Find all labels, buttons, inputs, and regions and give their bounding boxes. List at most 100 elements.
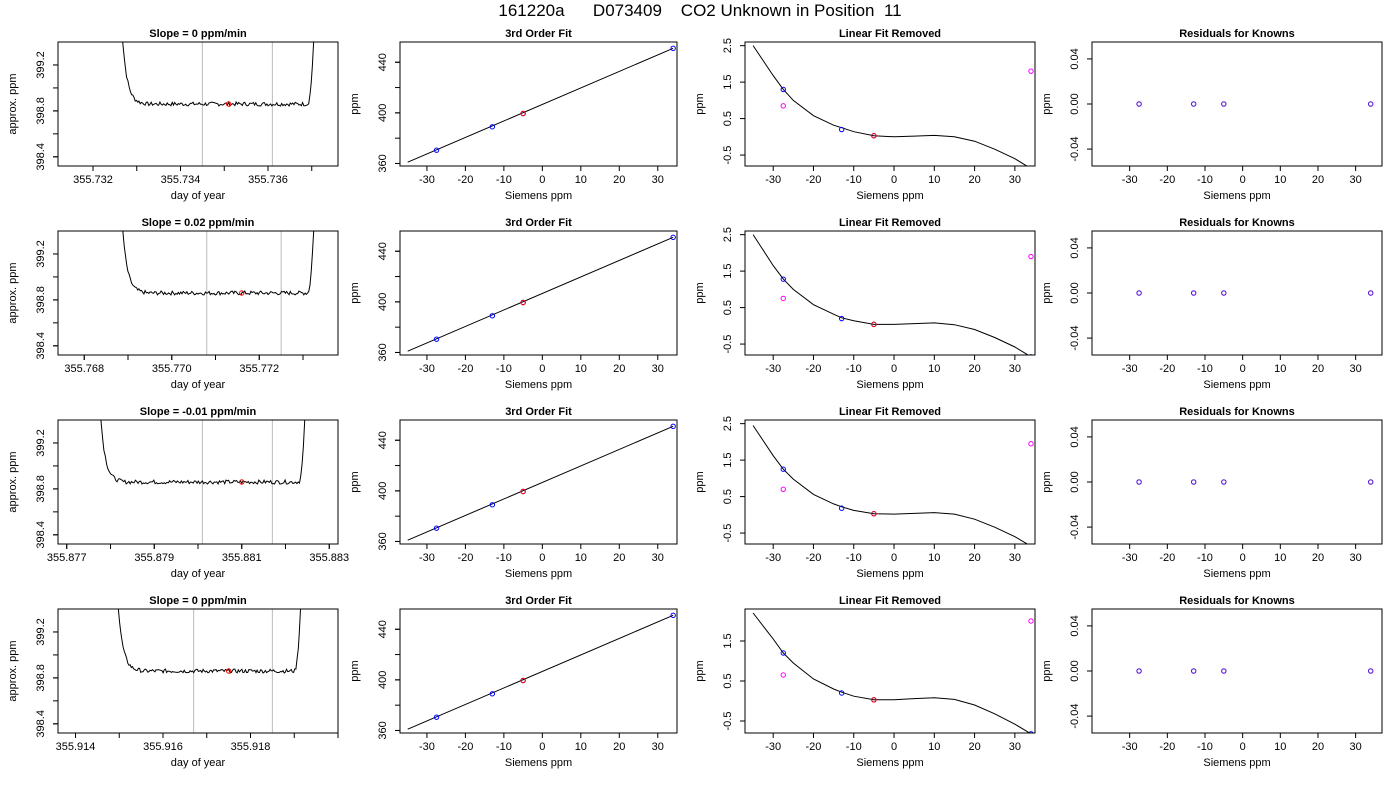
known-point <box>489 691 496 697</box>
known-point <box>838 315 845 322</box>
mean-point <box>225 101 232 107</box>
x-tick-label: 30 <box>1350 552 1362 564</box>
y-tick-label: 400 <box>377 104 389 122</box>
x-tick-label: -30 <box>1122 552 1138 564</box>
y-tick-label: -0.04 <box>1069 515 1081 540</box>
y-tick-label: 1.5 <box>722 452 734 467</box>
plot-area <box>752 612 1034 733</box>
raw-trace-line <box>100 420 306 486</box>
x-tick-label: 20 <box>613 174 625 186</box>
x-tick-label: 10 <box>928 174 940 186</box>
y-tick-label: 360 <box>377 721 389 739</box>
known-point <box>489 313 496 319</box>
x-axis-label: Siemens ppm <box>505 568 572 580</box>
x-tick-label: 0 <box>891 363 897 375</box>
plot-area <box>752 234 1034 355</box>
panel-title: Slope = 0 ppm/min <box>149 28 247 40</box>
x-tick-label: -20 <box>457 174 473 186</box>
raw-trace-line <box>122 42 315 108</box>
y-tick-label: 360 <box>377 532 389 550</box>
x-axis-label: Siemens ppm <box>856 190 923 202</box>
panel-r4-c4: Residuals for Knowns Siemens ppm ppm -30 -20… <box>1041 595 1383 769</box>
x-tick-label: 30 <box>652 552 664 564</box>
plot-area <box>1136 101 1374 107</box>
x-tick-label: 10 <box>928 552 940 564</box>
plot-frame <box>399 608 678 734</box>
mean-point <box>225 668 232 674</box>
plot-area <box>407 612 676 730</box>
magenta-point <box>1028 253 1034 260</box>
y-tick-label: 440 <box>377 242 389 260</box>
x-tick-label: -20 <box>457 741 473 753</box>
x-axis-label: Siemens ppm <box>505 190 572 202</box>
fit-line <box>407 236 674 352</box>
known-point <box>1030 165 1032 166</box>
residual-point <box>1221 668 1227 674</box>
x-tick-label: 10 <box>575 363 587 375</box>
x-tick-label: -10 <box>846 363 862 375</box>
x-tick-label: 20 <box>968 363 980 375</box>
unknown-point <box>520 488 526 495</box>
y-axis-label: ppm <box>349 282 361 303</box>
y-tick-label: 398.8 <box>35 286 47 314</box>
y-tick-label: 440 <box>377 431 389 449</box>
x-tick-label: 20 <box>968 552 980 564</box>
panel-title: Linear Fit Removed <box>839 406 941 418</box>
plot-area <box>407 234 676 352</box>
known-point <box>838 505 845 511</box>
plot-frame <box>1091 41 1383 167</box>
y-tick-label: -0.5 <box>722 335 734 354</box>
y-tick-label: 440 <box>377 53 389 71</box>
plot-area <box>407 45 676 163</box>
panel-r4-c1: Slope = 0 ppm/min day of year approx. ppm 3… <box>7 595 339 769</box>
x-tick-label: -30 <box>1122 741 1138 753</box>
residual-point <box>1136 101 1142 107</box>
panel-r4-c2: 3rd Order Fit Siemens ppm ppm -30 -20 -10 0 10 2… <box>349 595 678 769</box>
plot-frame <box>399 419 678 545</box>
x-tick-label: 355.772 <box>239 363 279 375</box>
plot-area <box>752 425 1034 544</box>
unknown-point <box>871 697 877 703</box>
y-tick-label: 398.4 <box>35 521 47 549</box>
known-point <box>670 234 676 241</box>
x-tick-label: -30 <box>765 174 781 186</box>
mean-point <box>239 479 245 485</box>
fit-line <box>407 425 674 541</box>
x-axis-label: day of year <box>171 568 226 580</box>
x-tick-label: 10 <box>1274 552 1286 564</box>
x-tick-label: 355.881 <box>222 552 262 564</box>
plot-area <box>122 231 315 355</box>
x-tick-label: 30 <box>1350 741 1362 753</box>
known-point <box>1028 731 1034 733</box>
residual-curve <box>752 234 1030 355</box>
y-tick-label: -0.5 <box>722 712 734 731</box>
known-point <box>838 126 845 133</box>
unknown-point <box>520 299 526 306</box>
plot-frame <box>744 41 1036 167</box>
known-point <box>670 612 676 619</box>
y-tick-label: 400 <box>377 293 389 311</box>
x-tick-label: 20 <box>613 552 625 564</box>
fit-line <box>407 47 674 163</box>
panel-r1-c4: Residuals for Knowns Siemens ppm ppm -30 -20… <box>1041 28 1383 202</box>
plot-area <box>100 420 306 544</box>
known-point <box>780 466 786 472</box>
residual-point <box>1367 290 1374 296</box>
residual-point <box>1367 101 1374 107</box>
x-tick-label: 355.883 <box>309 552 349 564</box>
panel-r3-c3: Linear Fit Removed Siemens ppm ppm -30 -20 -1… <box>694 406 1036 580</box>
panel-title: Residuals for Knowns <box>1179 217 1295 229</box>
x-tick-label: 30 <box>1350 174 1362 186</box>
y-tick-label: 1.5 <box>722 74 734 89</box>
known-point <box>780 276 786 282</box>
x-tick-label: 355.916 <box>143 741 183 753</box>
y-tick-label: 0.00 <box>1069 471 1081 492</box>
x-tick-label: -20 <box>1159 363 1175 375</box>
x-axis-label: day of year <box>171 190 226 202</box>
y-axis-label: approx. ppm <box>7 451 19 512</box>
x-tick-label: 0 <box>539 174 545 186</box>
y-axis-label: approx. ppm <box>7 262 19 323</box>
residual-point <box>1190 101 1197 107</box>
y-axis-label: ppm <box>349 471 361 492</box>
